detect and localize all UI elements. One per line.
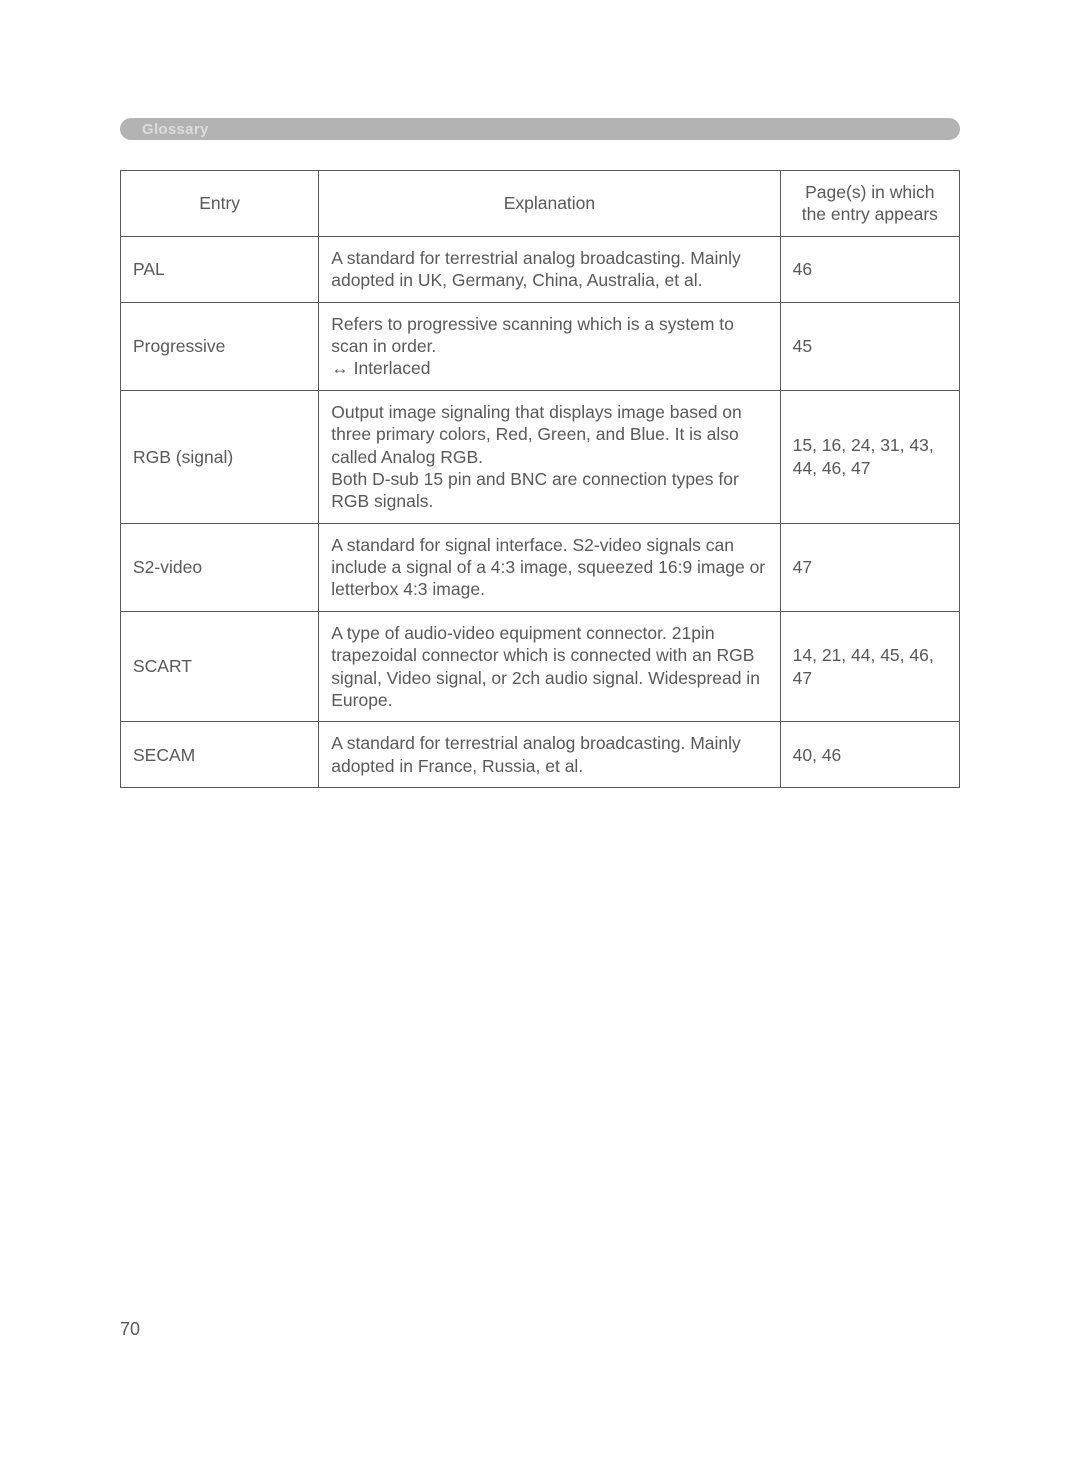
cell-explanation: A type of audio-video equipment connecto… [319,611,780,722]
col-header-entry: Entry [121,171,319,237]
section-header-bar: Glossary [120,118,960,140]
section-header-label: Glossary [142,121,209,138]
table-row: PALA standard for terrestrial analog bro… [121,236,960,302]
glossary-table-body: PALA standard for terrestrial analog bro… [121,236,960,787]
cell-entry: PAL [121,236,319,302]
table-row: ProgressiveRefers to progressive scannin… [121,302,960,390]
cell-pages: 15, 16, 24, 31, 43, 44, 46, 47 [780,390,959,523]
cell-explanation: Refers to progressive scanning which is … [319,302,780,390]
cell-entry: SCART [121,611,319,722]
col-header-pages: Page(s) in which the entry appears [780,171,959,237]
table-header-row: Entry Explanation Page(s) in which the e… [121,171,960,237]
page: Glossary Entry Explanation Page(s) in wh… [0,0,1080,1464]
table-row: RGB (signal)Output image signaling that … [121,390,960,523]
page-number: 70 [120,1319,140,1340]
cell-explanation: A standard for terrestrial analog broadc… [319,722,780,788]
cell-pages: 45 [780,302,959,390]
cell-pages: 40, 46 [780,722,959,788]
cell-pages: 46 [780,236,959,302]
col-header-explanation: Explanation [319,171,780,237]
cell-entry: Progressive [121,302,319,390]
table-row: SECAMA standard for terrestrial analog b… [121,722,960,788]
cell-explanation: A standard for signal interface. S2-vide… [319,523,780,611]
table-row: SCARTA type of audio-video equipment con… [121,611,960,722]
cell-entry: S2-video [121,523,319,611]
cell-explanation: Output image signaling that displays ima… [319,390,780,523]
cell-pages: 14, 21, 44, 45, 46, 47 [780,611,959,722]
cell-explanation: A standard for terrestrial analog broadc… [319,236,780,302]
cell-entry: SECAM [121,722,319,788]
glossary-table: Entry Explanation Page(s) in which the e… [120,170,960,788]
cell-pages: 47 [780,523,959,611]
table-row: S2-videoA standard for signal interface.… [121,523,960,611]
cell-entry: RGB (signal) [121,390,319,523]
